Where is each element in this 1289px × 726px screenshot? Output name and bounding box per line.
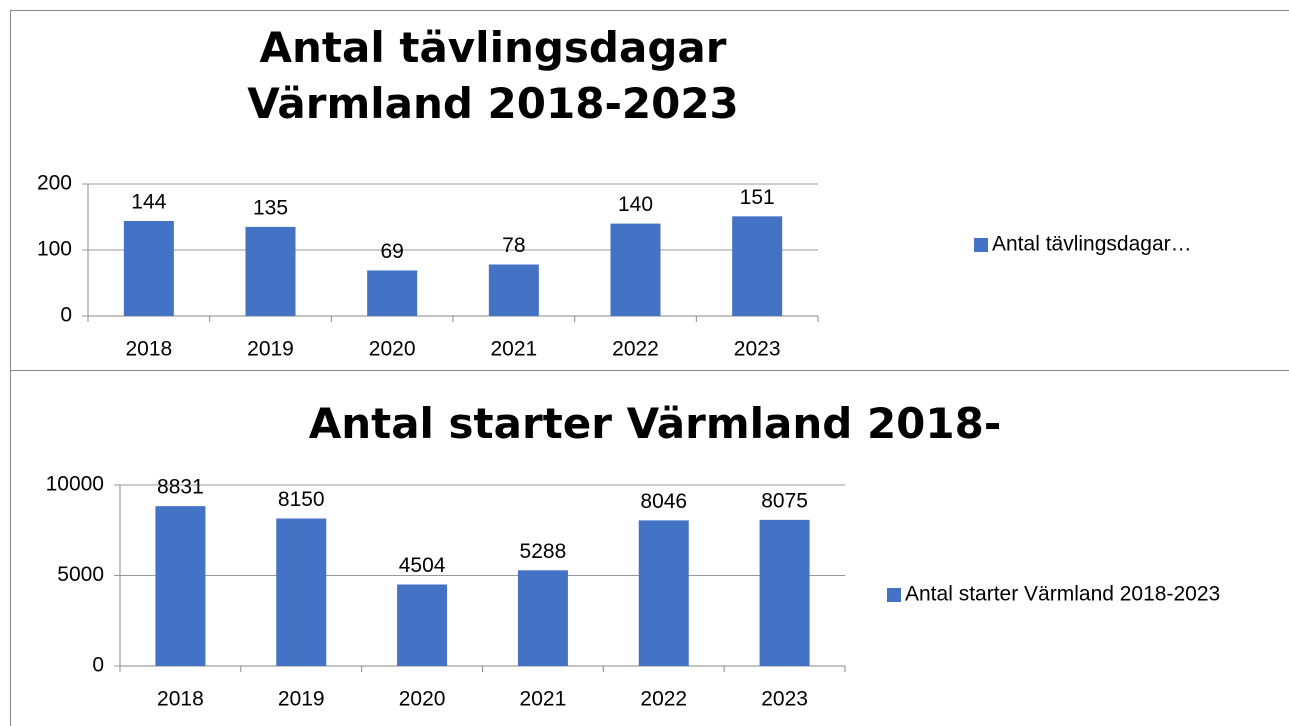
- legend-swatch: [974, 238, 988, 252]
- bar: [638, 520, 689, 666]
- y-tick-label: 0: [92, 654, 104, 677]
- y-tick-label: 100: [37, 238, 72, 261]
- x-tick-label: 2023: [734, 338, 781, 361]
- x-tick-label: 2020: [399, 688, 446, 711]
- bar: [759, 519, 810, 666]
- data-label: 144: [131, 191, 166, 214]
- x-tick-label: 2021: [520, 688, 567, 711]
- data-label: 8831: [157, 476, 204, 499]
- x-tick-label: 2021: [490, 338, 537, 361]
- data-label: 8150: [278, 488, 325, 511]
- data-label: 8075: [761, 489, 808, 512]
- x-tick-label: 2022: [640, 688, 687, 711]
- data-label: 5288: [520, 540, 567, 563]
- bar: [276, 518, 327, 666]
- x-tick-label: 2018: [157, 688, 204, 711]
- bar: [155, 506, 206, 666]
- title-box: Antal starter Värmland 2018-2023: [308, 399, 1002, 456]
- bar: [488, 264, 539, 316]
- legend-label: Antal starter Värmland 2018-2023: [905, 583, 1220, 606]
- title-box: Antal tävlingsdagar Värmland 2018-2023: [247, 23, 739, 128]
- data-label: 135: [253, 196, 288, 219]
- bar: [397, 584, 448, 666]
- bar: [732, 216, 783, 316]
- data-label: 69: [380, 240, 403, 263]
- x-tick-label: 2020: [369, 338, 416, 361]
- y-tick-label: 0: [60, 304, 72, 327]
- chart-frame: [10, 370, 1289, 726]
- data-label: 140: [618, 193, 653, 216]
- bar: [123, 220, 174, 316]
- x-tick-label: 2022: [612, 338, 659, 361]
- y-tick-label: 10000: [46, 473, 104, 496]
- bar: [517, 570, 568, 666]
- bar: [610, 223, 661, 316]
- data-label: 78: [502, 234, 525, 257]
- x-tick-label: 2018: [125, 338, 172, 361]
- x-tick-label: 2019: [247, 338, 294, 361]
- bar: [367, 270, 418, 316]
- x-tick-label: 2023: [761, 688, 808, 711]
- data-label: 151: [740, 186, 775, 209]
- chart-title: Antal tävlingsdagar Värmland 2018-2023: [247, 23, 739, 128]
- y-tick-label: 5000: [57, 563, 104, 586]
- legend-label: Antal tävlingsdagar…: [992, 233, 1192, 256]
- data-label: 4504: [399, 554, 446, 577]
- legend-swatch: [887, 588, 901, 602]
- x-tick-label: 2019: [278, 688, 325, 711]
- data-label: 8046: [640, 490, 687, 513]
- y-tick-label: 200: [37, 172, 72, 195]
- bar: [245, 226, 296, 316]
- chart-title: Antal starter Värmland 2018-2023: [308, 399, 1002, 456]
